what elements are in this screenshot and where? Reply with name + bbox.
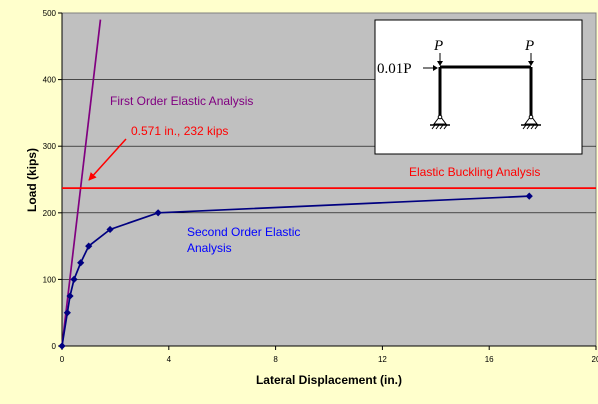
- inset-load-left: P: [433, 38, 443, 54]
- annotation-elastic-buckling: Elastic Buckling Analysis: [409, 165, 540, 179]
- x-axis-title: Lateral Displacement (in.): [256, 373, 402, 387]
- left-pin-support-icon: [433, 115, 447, 125]
- right-pin-icon: [528, 114, 534, 120]
- data-point: [77, 259, 85, 267]
- x-tick-label: 4: [167, 355, 172, 364]
- frame-inset: P P 0.01P: [374, 19, 583, 155]
- inset-box: [374, 19, 583, 155]
- x-tick-label: 0: [60, 355, 65, 364]
- y-tick-label: 100: [43, 275, 57, 284]
- right-pin-support-icon: [524, 115, 538, 125]
- x-tick-label: 12: [378, 355, 387, 364]
- inset-lateral-load: 0.01P: [377, 61, 412, 77]
- data-point: [525, 192, 533, 200]
- left-pin-icon: [437, 114, 443, 120]
- y-axis-title: Load (kips): [25, 148, 39, 212]
- right-load-arrowhead-icon: [528, 61, 534, 66]
- data-point: [106, 225, 114, 234]
- y-tick-label: 300: [43, 142, 57, 151]
- left-ground-hatch: [431, 124, 448, 130]
- data-point: [63, 309, 71, 317]
- data-point: [70, 275, 78, 283]
- annotation-arrow: [88, 138, 127, 181]
- inset-load-right: P: [524, 38, 534, 54]
- tick-labels: 0 100 200 300 400 500 0 4 8 12 16 20: [43, 9, 598, 364]
- series-2: [58, 192, 533, 350]
- y-tick-label: 200: [43, 209, 57, 218]
- series-line: [61, 19, 102, 347]
- annotation-intersection: 0.571 in., 232 kips: [131, 124, 228, 138]
- left-load-arrowhead-icon: [437, 61, 443, 66]
- data-point: [66, 292, 74, 300]
- x-tick-label: 20: [592, 355, 598, 364]
- series-0: [61, 19, 102, 347]
- y-tick-label: 500: [43, 9, 57, 18]
- data-point: [85, 242, 93, 250]
- right-ground-hatch: [522, 124, 539, 130]
- x-tick-label: 16: [485, 355, 494, 364]
- data-point: [58, 342, 66, 350]
- y-tick-label: 400: [43, 76, 57, 85]
- data-point: [154, 209, 162, 217]
- gridlines: [62, 79, 596, 280]
- x-tick-label: 8: [273, 355, 278, 364]
- lateral-load-arrowhead-icon: [433, 65, 438, 71]
- annotation-second-order-line2: Analysis: [187, 241, 232, 255]
- axes: [58, 12, 597, 350]
- annotation-second-order-line1: Second Order Elastic: [187, 225, 300, 239]
- annotation-first-order: First Order Elastic Analysis: [110, 94, 253, 108]
- y-tick-label: 0: [52, 342, 57, 351]
- series-layer: [58, 19, 596, 350]
